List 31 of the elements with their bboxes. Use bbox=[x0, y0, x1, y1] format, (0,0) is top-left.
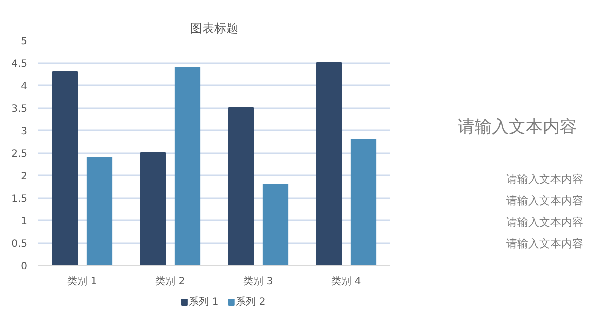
text: 请输入文本内容 bbox=[506, 238, 584, 250]
y-tick-label: 5 bbox=[21, 36, 28, 48]
y-tick-label: 4.5 bbox=[12, 59, 28, 70]
y-tick-label: 1.5 bbox=[12, 194, 28, 205]
y-tick-label: 0.5 bbox=[12, 239, 28, 250]
bar bbox=[316, 62, 342, 266]
x-tick-label: 类别 1 bbox=[68, 276, 98, 288]
bar bbox=[262, 184, 289, 266]
y-tick-label: 3 bbox=[21, 126, 28, 138]
bar bbox=[350, 139, 377, 266]
legend-label: 系列 2 bbox=[236, 296, 266, 308]
y-tick-label: 4 bbox=[21, 82, 28, 92]
y-tick-label: 2 bbox=[21, 172, 28, 182]
text: 请输入文本内容 bbox=[506, 216, 584, 229]
bar bbox=[86, 157, 113, 266]
text: 请输入文本内容 bbox=[506, 194, 584, 208]
x-tick-label: 类别 4 bbox=[332, 276, 362, 288]
bar bbox=[140, 152, 166, 266]
chart-title: 图表标题 bbox=[190, 22, 238, 36]
bar bbox=[52, 72, 78, 266]
y-tick-label: 2.5 bbox=[12, 149, 28, 160]
y-tick-label: 3.5 bbox=[12, 104, 28, 115]
text: 请输入文本内容 bbox=[458, 118, 577, 138]
x-tick-label: 类别 2 bbox=[156, 276, 186, 288]
legend-label: 系列 1 bbox=[189, 296, 219, 308]
x-tick-label: 类别 3 bbox=[244, 276, 274, 288]
bar bbox=[228, 108, 254, 266]
text: 请输入文本内容 bbox=[506, 173, 584, 186]
y-tick-label: 0 bbox=[21, 262, 28, 272]
y-tick-label: 1 bbox=[21, 216, 28, 228]
bar bbox=[174, 67, 201, 266]
